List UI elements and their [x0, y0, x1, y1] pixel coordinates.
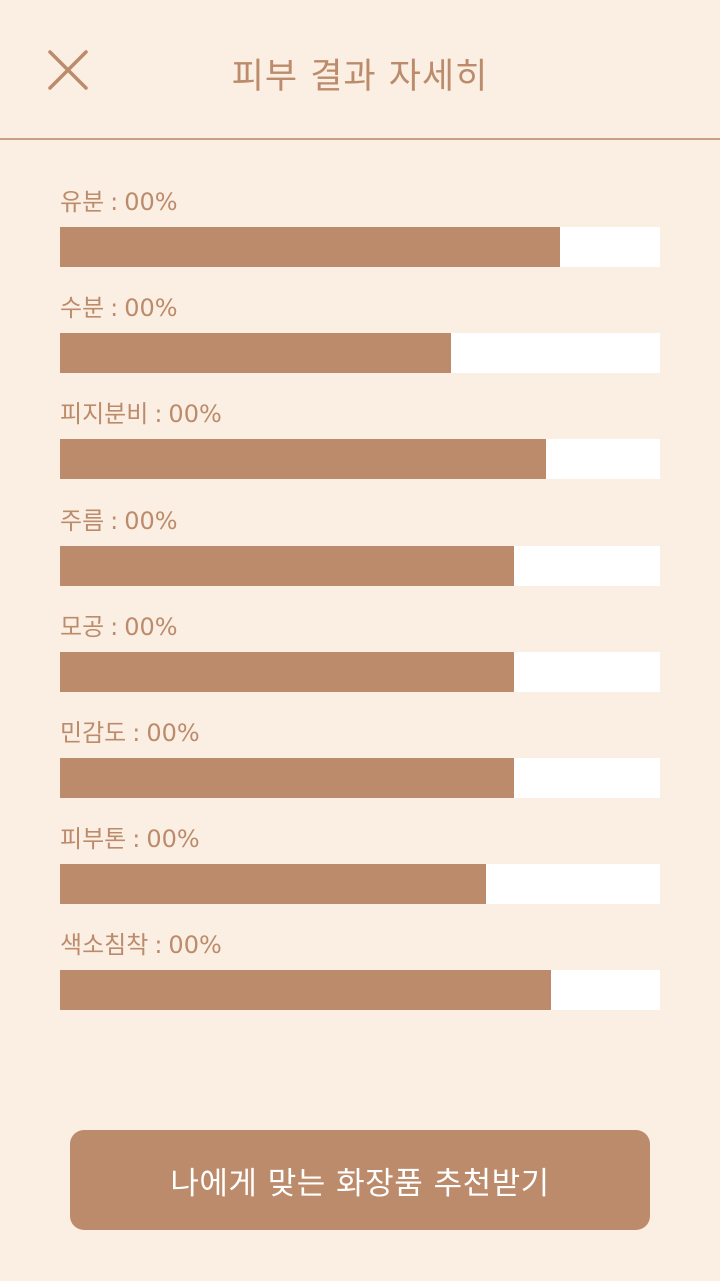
- metric-value: 00%: [124, 612, 178, 641]
- metric-value: 00%: [146, 825, 200, 854]
- metric-name: 모공: [60, 612, 105, 641]
- progress-track: [60, 333, 660, 374]
- metric-wrinkles: 주름:00%: [60, 503, 660, 609]
- metric-name: 유분: [60, 188, 105, 216]
- metric-sensitivity: 민감도:00%: [60, 715, 660, 821]
- metric-pigmentation: 색소침착:00%: [60, 927, 660, 1033]
- metric-moisture: 수분:00%: [60, 290, 660, 396]
- progress-track: [60, 227, 660, 267]
- metric-name: 수분: [60, 294, 105, 323]
- metric-value: 00%: [146, 718, 200, 747]
- metric-separator: :: [110, 612, 119, 641]
- metric-value: 00%: [124, 188, 178, 216]
- metric-value: 00%: [168, 400, 222, 429]
- progress-track: [60, 970, 660, 1011]
- progress-fill: [60, 227, 560, 267]
- metric-value: 00%: [124, 294, 178, 323]
- progress-fill: [60, 333, 452, 374]
- progress-fill: [60, 545, 515, 586]
- progress-fill: [60, 970, 552, 1011]
- recommend-cosmetics-button[interactable]: 나에게 맞는 화장품 추천받기: [70, 1130, 650, 1230]
- metric-name: 민감도: [60, 718, 127, 747]
- metric-list: 유분:00% 수분:00% 피지분비:00% 주름:00% 모공:00%: [60, 184, 660, 1034]
- progress-fill: [60, 757, 515, 798]
- metric-oil: 유분:00%: [60, 184, 660, 290]
- progress-fill: [60, 864, 486, 905]
- progress-track: [60, 864, 660, 905]
- metric-separator: :: [110, 506, 119, 535]
- metric-value: 00%: [124, 506, 178, 535]
- metric-value: 00%: [168, 931, 222, 960]
- progress-fill: [60, 651, 515, 692]
- close-icon: [48, 50, 88, 90]
- metric-separator: :: [132, 718, 141, 747]
- metric-separator: :: [154, 931, 163, 960]
- progress-track: [60, 651, 660, 692]
- metric-name: 피부톤: [60, 825, 127, 854]
- metric-pores: 모공:00%: [60, 609, 660, 715]
- metric-name: 주름: [60, 506, 105, 535]
- page-title: 피부 결과 자세히: [231, 57, 489, 97]
- metric-sebum: 피지분비:00%: [60, 396, 660, 502]
- progress-track: [60, 757, 660, 798]
- metric-separator: :: [110, 188, 119, 216]
- progress-track: [60, 439, 660, 480]
- metric-separator: :: [132, 825, 141, 854]
- progress-fill: [60, 439, 546, 480]
- header: 피부 결과 자세히: [0, 0, 720, 140]
- metric-separator: :: [154, 400, 163, 429]
- metric-name: 색소침착: [60, 931, 149, 960]
- metric-name: 피지분비: [60, 400, 149, 429]
- close-button[interactable]: [42, 44, 94, 96]
- metric-skin-tone: 피부톤:00%: [60, 821, 660, 927]
- progress-track: [60, 545, 660, 586]
- metric-separator: :: [110, 294, 119, 323]
